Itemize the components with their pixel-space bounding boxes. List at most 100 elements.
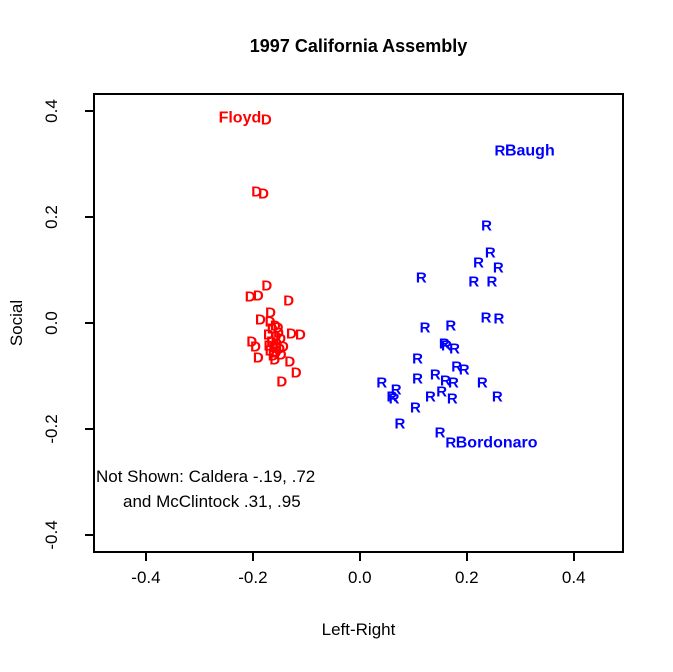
republicans-marker: R bbox=[390, 381, 402, 399]
annotation-line-2: and McClintock .31, .95 bbox=[123, 492, 301, 511]
republicans-marker: R bbox=[388, 390, 400, 408]
x-axis-label: Left-Right bbox=[321, 620, 396, 639]
republicans-marker: R bbox=[412, 350, 423, 368]
democrats-marker: D bbox=[271, 335, 283, 353]
republicans-marker: R bbox=[481, 217, 492, 235]
republicans-marker: R bbox=[492, 259, 504, 277]
chart-title: 1997 California Assembly bbox=[249, 36, 468, 56]
democrats-marker: D bbox=[275, 346, 287, 364]
republicans-marker: R bbox=[419, 319, 431, 337]
x-tick-mark bbox=[251, 553, 254, 561]
republicans-marker: R bbox=[415, 269, 427, 287]
democrats-marker: D bbox=[268, 338, 280, 356]
democrats-marker: D bbox=[260, 111, 272, 129]
y-tick-label: 0.0 bbox=[42, 311, 61, 335]
republicans-marker: R bbox=[438, 335, 450, 353]
democrats-marker: D bbox=[267, 347, 279, 365]
democrats-marker: D bbox=[254, 311, 266, 329]
democrats-marker: D bbox=[276, 373, 288, 391]
x-tick-label: -0.2 bbox=[238, 568, 268, 587]
republicans-marker: R bbox=[434, 424, 446, 442]
democrats-marker: D bbox=[277, 338, 289, 356]
republicans-marker: R bbox=[394, 415, 406, 433]
republicans-marker: R bbox=[486, 273, 498, 291]
republicans-marker: R bbox=[484, 244, 496, 262]
point-label-bordonaro: Bordonaro bbox=[455, 434, 538, 452]
x-tick-mark bbox=[465, 553, 468, 561]
point-label-baugh: Baugh bbox=[504, 142, 555, 160]
democrats-marker: D bbox=[283, 292, 295, 310]
democrats-marker: D bbox=[269, 317, 281, 335]
y-tick-label: 0.2 bbox=[42, 205, 61, 229]
republicans-marker: R bbox=[439, 372, 451, 390]
republicans-marker: R bbox=[458, 361, 470, 379]
democrats-marker: D bbox=[262, 326, 274, 344]
republicans-marker: R bbox=[473, 254, 484, 272]
republicans-marker: R bbox=[468, 273, 480, 291]
republicans-marker: R bbox=[436, 383, 448, 401]
democrats-marker: D bbox=[274, 340, 286, 358]
democrats-marker: D bbox=[269, 351, 281, 369]
x-tick-label: -0.4 bbox=[131, 568, 161, 587]
democrats-marker: D bbox=[246, 333, 258, 351]
republicans-marker: R bbox=[451, 358, 463, 376]
plot-area bbox=[93, 93, 624, 553]
republicans-marker: R bbox=[446, 390, 458, 408]
y-axis-label: Social bbox=[7, 299, 26, 347]
republicans-marker: R bbox=[445, 434, 457, 452]
annotation-line-1: Not Shown: Caldera -.19, .72 bbox=[96, 467, 316, 486]
x-tick-label: 0.4 bbox=[561, 568, 586, 587]
y-tick-mark bbox=[85, 216, 93, 218]
democrats-marker: D bbox=[266, 333, 278, 351]
democrats-marker: D bbox=[261, 277, 273, 295]
y-tick-mark bbox=[85, 533, 93, 536]
democrats-marker: D bbox=[263, 337, 275, 355]
republicans-marker: R bbox=[386, 388, 398, 406]
republicans-marker: R bbox=[493, 310, 505, 328]
republicans-marker: R bbox=[476, 374, 488, 392]
x-tick-label: 0.2 bbox=[454, 568, 479, 587]
republicans-marker: R bbox=[425, 388, 436, 406]
democrats-marker: D bbox=[250, 338, 261, 356]
democrats-marker: D bbox=[258, 185, 269, 203]
democrats-marker: D bbox=[290, 364, 302, 382]
y-tick-mark bbox=[85, 322, 93, 324]
democrats-marker: D bbox=[285, 325, 297, 343]
democrats-marker: D bbox=[270, 344, 282, 362]
not-shown-annotation: Not Shown: Caldera -.19, .72 and McClint… bbox=[96, 464, 315, 514]
y-tick-mark bbox=[85, 110, 93, 113]
republicans-marker: R bbox=[376, 374, 388, 392]
democrats-marker: D bbox=[264, 313, 276, 331]
y-tick-label: -0.2 bbox=[42, 414, 61, 444]
x-tick-mark bbox=[572, 553, 575, 561]
y-tick-mark bbox=[85, 427, 93, 430]
point-label-floyd: Floyd bbox=[218, 109, 262, 127]
democrats-marker: D bbox=[295, 326, 306, 344]
republicans-marker: R bbox=[410, 399, 421, 417]
democrats-marker: D bbox=[251, 183, 263, 201]
republicans-marker: R bbox=[449, 340, 460, 358]
y-tick-label: -0.4 bbox=[42, 520, 61, 550]
democrats-marker: D bbox=[270, 328, 282, 346]
democrats-marker: D bbox=[273, 324, 284, 342]
republicans-marker: R bbox=[480, 309, 492, 327]
democrats-marker: D bbox=[266, 320, 278, 338]
democrats-marker: D bbox=[284, 353, 296, 371]
republicans-marker: R bbox=[445, 317, 457, 335]
x-tick-label: 0.0 bbox=[348, 568, 372, 587]
republicans-marker: R bbox=[412, 370, 423, 388]
democrats-marker: D bbox=[252, 287, 264, 305]
republicans-marker: R bbox=[494, 142, 506, 160]
y-tick-label: 0.4 bbox=[42, 99, 61, 123]
democrats-marker: D bbox=[275, 330, 287, 348]
x-tick-mark bbox=[358, 553, 361, 561]
republicans-marker: R bbox=[491, 388, 503, 406]
republicans-marker: R bbox=[447, 374, 459, 392]
democrats-marker: D bbox=[264, 342, 276, 360]
democrats-marker: D bbox=[272, 319, 284, 337]
republicans-marker: R bbox=[429, 366, 441, 384]
democrats-marker: D bbox=[252, 349, 264, 367]
republicans-marker: R bbox=[441, 337, 452, 355]
x-tick-mark bbox=[144, 553, 147, 561]
